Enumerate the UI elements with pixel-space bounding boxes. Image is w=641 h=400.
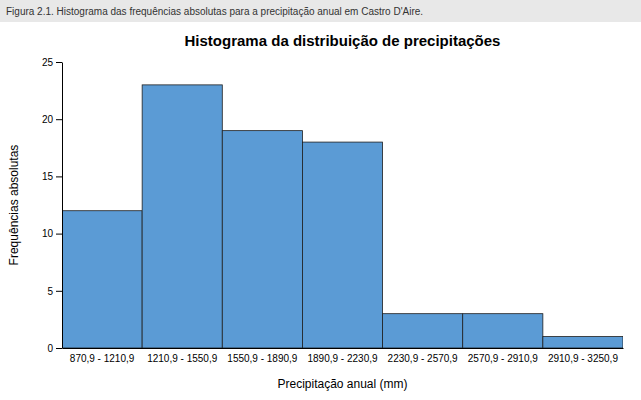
chart-container: Figura 2.1. Histograma das frequências a… bbox=[0, 0, 641, 400]
y-tick: 25 bbox=[42, 57, 62, 68]
x-tick-label: 1550,9 - 1890,9 bbox=[227, 353, 297, 364]
y-tick: 15 bbox=[42, 171, 62, 182]
bar bbox=[142, 85, 222, 348]
y-tick: 0 bbox=[47, 343, 62, 354]
x-tick: 2570,9 - 2910,9 bbox=[468, 353, 538, 364]
x-tick-label: 1210,9 - 1550,9 bbox=[147, 353, 217, 364]
x-tick: 1550,9 - 1890,9 bbox=[227, 353, 297, 364]
x-tick: 2230,9 - 2570,9 bbox=[388, 353, 458, 364]
x-tick-label: 2230,9 - 2570,9 bbox=[388, 353, 458, 364]
y-tick-mark bbox=[56, 234, 62, 235]
y-tick-label: 25 bbox=[42, 57, 54, 68]
title: Histograma da distribuição de precipitaç… bbox=[185, 32, 501, 49]
y-axis-line bbox=[62, 63, 63, 349]
y-tick-label: 10 bbox=[42, 228, 54, 239]
y-tick-mark bbox=[56, 291, 62, 292]
y-tick-label: 20 bbox=[42, 114, 54, 125]
bar bbox=[222, 131, 302, 348]
bar bbox=[543, 337, 623, 348]
y-tick: 20 bbox=[42, 114, 62, 125]
chart-svg: Figura 2.1. Histograma das frequências a… bbox=[0, 0, 641, 400]
bars bbox=[62, 85, 623, 348]
bar bbox=[383, 314, 463, 348]
y-tick-mark bbox=[56, 119, 62, 120]
x-tick: 2910,9 - 3250,9 bbox=[548, 353, 618, 364]
y-tick-mark bbox=[56, 348, 62, 349]
y-tick-label: 15 bbox=[42, 171, 54, 182]
x-axis-line bbox=[63, 348, 624, 349]
x-tick: 1210,9 - 1550,9 bbox=[147, 353, 217, 364]
caption-bar bbox=[0, 0, 641, 22]
x-tick-label: 2570,9 - 2910,9 bbox=[468, 353, 538, 364]
y-tick-mark bbox=[56, 176, 62, 177]
bar bbox=[62, 211, 142, 348]
x-tick-label: 870,9 - 1210,9 bbox=[70, 353, 135, 364]
y-tick-label: 0 bbox=[47, 343, 53, 354]
x-tick: 1890,9 - 2230,9 bbox=[307, 353, 377, 364]
x-axis: 870,9 - 1210,9 1210,9 - 1550,9 1550,9 - 18… bbox=[63, 349, 624, 365]
y-tick-label: 5 bbox=[47, 286, 53, 297]
y-tick: 10 bbox=[42, 228, 62, 239]
caption: Figura 2.1. Histograma das frequências a… bbox=[6, 6, 423, 17]
bar bbox=[463, 314, 543, 348]
x-tick-label: 1890,9 - 2230,9 bbox=[307, 353, 377, 364]
y-axis-title: Frequências absolutas bbox=[7, 145, 21, 266]
x-axis-title: Precipitação anual (mm) bbox=[277, 377, 407, 391]
x-tick: 870,9 - 1210,9 bbox=[70, 353, 135, 364]
y-axis: 0 5 10 15 20 25 bbox=[42, 57, 63, 354]
bar bbox=[302, 142, 382, 348]
plot-area: 870,9 - 1210,9 1210,9 - 1550,9 1550,9 - 18… bbox=[42, 57, 624, 364]
y-tick-mark bbox=[56, 62, 62, 63]
x-tick-label: 2910,9 - 3250,9 bbox=[548, 353, 618, 364]
y-tick: 5 bbox=[47, 286, 62, 297]
